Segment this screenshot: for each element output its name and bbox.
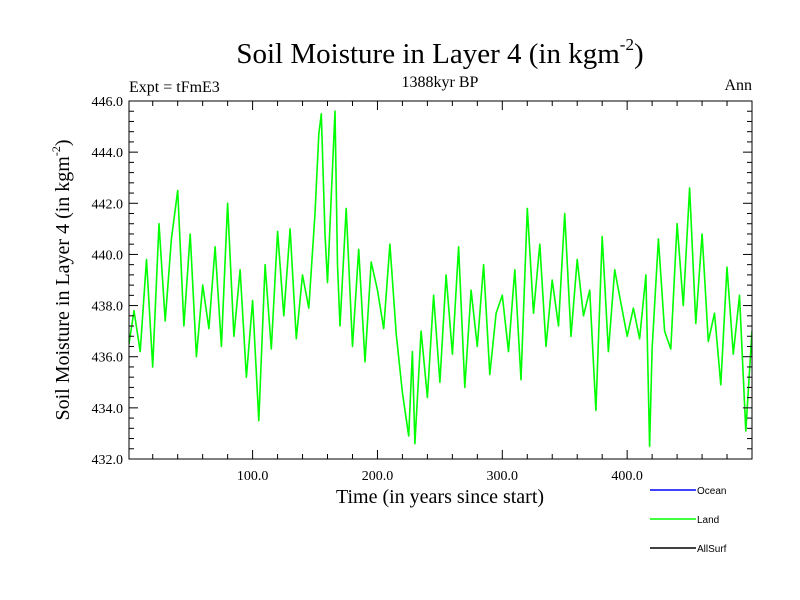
x-tick-label: 200.0 [362,469,394,484]
season-label: Ann [724,77,752,94]
x-tick-label: 300.0 [487,469,519,484]
x-tick-label: 100.0 [237,469,269,484]
x-axis-label: Time (in years since start) [336,486,544,508]
y-tick-label: 440.0 [92,248,124,263]
legend-label-allsurf: AllSurf [697,544,727,555]
plot-frame [128,100,753,460]
y-tick-label: 432.0 [92,453,124,468]
y-tick-label: 446.0 [92,95,124,110]
series-line-land [129,110,752,447]
chart-title-superscript: -2 [620,35,634,54]
y-tick-label: 444.0 [92,146,124,161]
y-tick-label: 442.0 [92,197,124,212]
y-tick-label: 434.0 [92,402,124,417]
y-axis-label-superscript: -2 [49,146,63,156]
legend-label-land: Land [697,515,719,526]
experiment-label: Expt = tFmE3 [129,79,220,96]
legend-label-ocean: Ocean [697,486,726,497]
x-tick-label: 400.0 [611,469,643,484]
y-tick-label: 436.0 [92,351,124,366]
y-tick-label: 438.0 [92,300,124,315]
period-label: 1388kyr BP [402,74,479,91]
chart-title: Soil Moisture in Layer 4 (in kgm-2) [236,35,643,70]
legend: Ocean Land AllSurf [650,486,727,555]
y-axis-label: Soil Moisture in Layer 4 (in kgm-2) [49,139,74,420]
